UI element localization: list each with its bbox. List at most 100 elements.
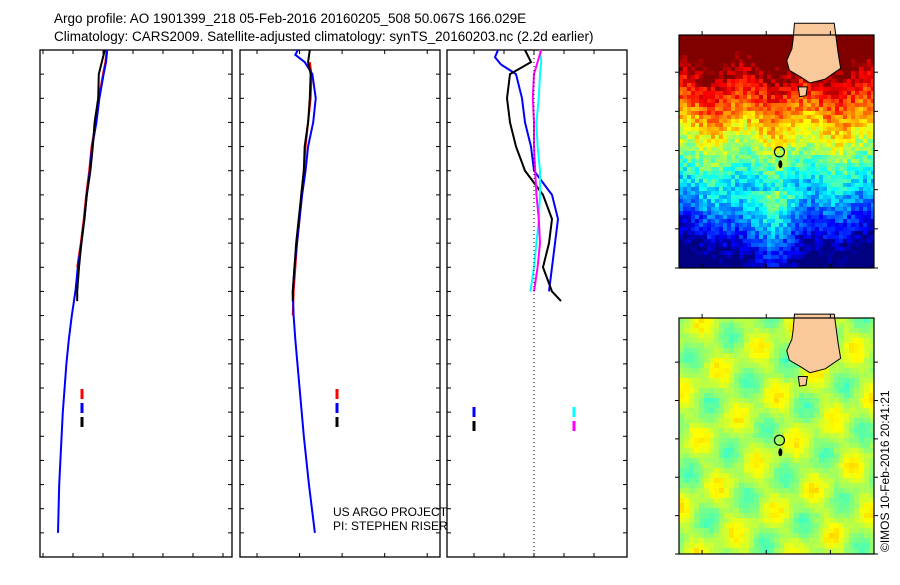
map-cell: [784, 403, 789, 408]
map-cell: [679, 488, 684, 493]
map-cell: [791, 247, 795, 251]
map-cell: [679, 348, 684, 353]
map-cell: [747, 163, 751, 167]
map-cell: [729, 393, 734, 398]
map-cell: [715, 147, 719, 151]
map-cell: [729, 383, 734, 388]
map-cell: [783, 215, 787, 219]
map-cell: [787, 95, 791, 99]
map-cell: [827, 235, 831, 239]
map-cell: [811, 199, 815, 203]
map-cell: [719, 239, 723, 243]
map-cell: [839, 363, 844, 368]
map-cell: [855, 183, 859, 187]
map-cell: [855, 191, 859, 195]
map-cell: [699, 488, 704, 493]
map-cell: [829, 503, 834, 508]
map-cell: [779, 363, 784, 368]
map-cell: [864, 428, 869, 433]
map-cell: [684, 393, 689, 398]
map-cell: [863, 87, 867, 91]
map-cell: [849, 388, 854, 393]
map-cell: [827, 175, 831, 179]
map-cell: [774, 478, 779, 483]
map-cell: [851, 127, 855, 131]
map-cell: [683, 199, 687, 203]
map-cell: [709, 388, 714, 393]
map-cell: [709, 408, 714, 413]
map-cell: [767, 51, 771, 55]
map-cell: [794, 383, 799, 388]
map-cell: [735, 71, 739, 75]
map-cell: [849, 448, 854, 453]
map-cell: [684, 458, 689, 463]
map-cell: [684, 363, 689, 368]
map-cell: [854, 483, 859, 488]
map-cell: [724, 473, 729, 478]
map-cell: [747, 255, 751, 259]
map-cell: [851, 155, 855, 159]
map-cell: [843, 59, 847, 63]
map-cell: [739, 219, 743, 223]
map-cell: [691, 195, 695, 199]
map-cell: [735, 123, 739, 127]
map-cell: [859, 333, 864, 338]
map-cell: [859, 368, 864, 373]
map-cell: [789, 458, 794, 463]
map-cell: [691, 103, 695, 107]
map-cell: [707, 175, 711, 179]
map-cell: [867, 191, 871, 195]
map-cell: [695, 83, 699, 87]
map-cell: [687, 231, 691, 235]
map-cell: [829, 383, 834, 388]
map-cell: [709, 413, 714, 418]
map-cell: [854, 493, 859, 498]
map-cell: [864, 438, 869, 443]
map-cell: [687, 135, 691, 139]
map-cell: [847, 247, 851, 251]
map-cell: [779, 255, 783, 259]
map-cell: [809, 433, 814, 438]
map-cell: [854, 508, 859, 513]
map-cell: [679, 468, 684, 473]
map-cell: [699, 378, 704, 383]
map-cell: [719, 463, 724, 468]
map-cell: [723, 167, 727, 171]
map-cell: [859, 131, 863, 135]
map-cell: [843, 39, 847, 43]
map-cell: [863, 255, 867, 259]
map-cell: [711, 163, 715, 167]
map-cell: [759, 528, 764, 533]
map-cell: [689, 503, 694, 508]
map-cell: [743, 67, 747, 71]
map-cell: [855, 251, 859, 255]
map-cell: [829, 378, 834, 383]
map-cell: [855, 139, 859, 143]
map-cell: [739, 438, 744, 443]
map-cell: [775, 231, 779, 235]
map-cell: [859, 99, 863, 103]
map-cell: [709, 338, 714, 343]
map-cell: [824, 383, 829, 388]
map-cell: [727, 247, 731, 251]
map-cell: [867, 39, 871, 43]
map-cell: [689, 453, 694, 458]
map-cell: [803, 203, 807, 207]
map-cell: [711, 159, 715, 163]
map-cell: [824, 373, 829, 378]
map-cell: [783, 79, 787, 83]
map-cell: [831, 131, 835, 135]
map-cell: [835, 167, 839, 171]
map-cell: [683, 115, 687, 119]
map-cell: [849, 368, 854, 373]
map-cell: [807, 239, 811, 243]
map-cell: [795, 247, 799, 251]
map-cell: [723, 119, 727, 123]
map-cell: [739, 71, 743, 75]
map-cell: [851, 255, 855, 259]
map-cell: [704, 373, 709, 378]
map-cell: [839, 199, 843, 203]
map-cell: [799, 191, 803, 195]
map-cell: [827, 135, 831, 139]
map-cell: [849, 348, 854, 353]
